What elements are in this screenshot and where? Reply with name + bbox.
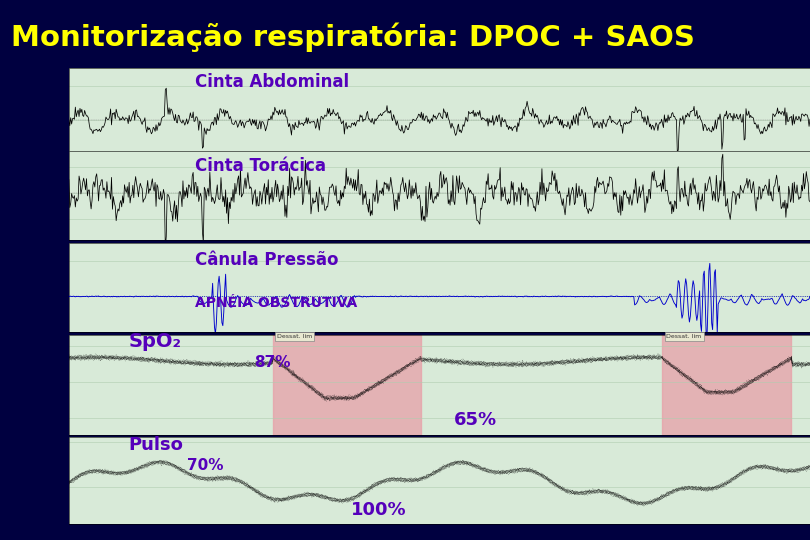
Text: 65%: 65% <box>454 411 497 429</box>
Text: Dessat. lim: Dessat. lim <box>667 334 701 339</box>
Text: Cânula Pressão: Cânula Pressão <box>195 251 339 269</box>
Text: 100%: 100% <box>351 501 406 519</box>
Text: Monitorização respiratória: DPOC + SAOS: Monitorização respiratória: DPOC + SAOS <box>11 22 695 52</box>
Text: SpO₂: SpO₂ <box>128 332 181 351</box>
Text: Cinta Abdominal: Cinta Abdominal <box>195 72 349 91</box>
Bar <box>273 335 421 435</box>
Text: 87%: 87% <box>254 355 291 370</box>
Text: 70%: 70% <box>187 458 224 473</box>
Bar <box>662 335 791 435</box>
Text: Cinta Torácica: Cinta Torácica <box>195 157 326 175</box>
Text: APNÉIA OBSTRUTIVA: APNÉIA OBSTRUTIVA <box>195 296 357 310</box>
Text: Pulso: Pulso <box>128 436 183 454</box>
Text: Dessat. lim: Dessat. lim <box>277 334 313 339</box>
